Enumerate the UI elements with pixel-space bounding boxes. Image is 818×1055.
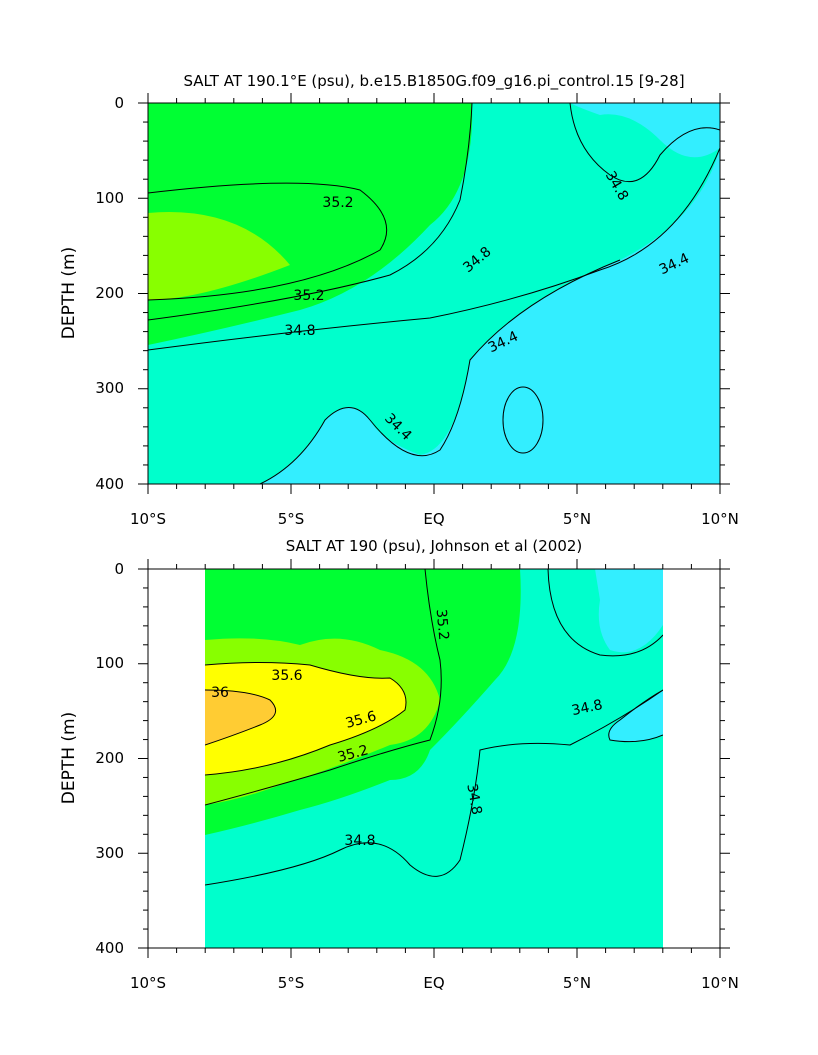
- fill-band-34-6-upper: [570, 103, 720, 158]
- contour-line-34-4-deep: [259, 259, 621, 484]
- contour-line-35-2: [205, 569, 442, 806]
- contour-line-34-8-north: [569, 103, 720, 183]
- contour-label: 36: [211, 685, 229, 701]
- panel-2-y-axis-label: DEPTH (m): [59, 712, 79, 804]
- contour-label: 34.8: [463, 783, 484, 816]
- panel-2-contour-labels: 35.2 35.6 36 35.6 35.2 34.8 34.8 34.8: [211, 608, 604, 849]
- y-tick-label: 300: [95, 844, 124, 862]
- panel-2-y-ticks: 0 100 200 300 400: [95, 560, 124, 957]
- y-tick-label: 100: [95, 654, 124, 672]
- x-tick-label: 10°N: [701, 510, 739, 528]
- panel-2-title: SALT AT 190 (psu), Johnson et al (2002): [286, 537, 583, 555]
- contour-line-35-6: [205, 662, 407, 776]
- contour-line-35-2: [148, 182, 388, 301]
- panel-1-y-axis-label: DEPTH (m): [59, 247, 79, 339]
- x-tick-label: EQ: [423, 510, 444, 528]
- x-tick-label: 10°N: [701, 974, 739, 992]
- contour-line-34-8-north: [547, 569, 663, 657]
- contour-label: 35.2: [336, 742, 370, 766]
- contour-label: 35.2: [293, 288, 324, 304]
- y-tick-label: 200: [95, 749, 124, 767]
- fill-band-35-6: [205, 662, 406, 775]
- panel-2-x-ticks: 10°S 5°S EQ 5°N 10°N: [130, 974, 739, 992]
- x-tick-label: 5°S: [278, 510, 305, 528]
- contour-line-34-8: [148, 103, 473, 321]
- contour-label: 35.6: [344, 708, 378, 732]
- contour-label: 34.8: [570, 697, 604, 719]
- panel-1-tick-marks: [138, 93, 730, 494]
- panel-2-tick-marks: [138, 559, 730, 958]
- fill-band-34-4-north: [595, 569, 663, 742]
- y-tick-label: 0: [114, 560, 124, 578]
- contour-label: 35.6: [271, 668, 302, 684]
- fill-band-36: [205, 690, 276, 745]
- y-tick-label: 400: [95, 475, 124, 493]
- y-tick-label: 100: [95, 189, 124, 207]
- x-tick-label: EQ: [423, 974, 444, 992]
- contour-line-36: [205, 689, 277, 746]
- y-tick-label: 300: [95, 379, 124, 397]
- panel-1-contour-field: [148, 103, 720, 484]
- contour-closed-34-4: [502, 386, 544, 454]
- x-tick-label: 5°N: [563, 974, 591, 992]
- panel-observations: SALT AT 190 (psu), Johnson et al (2002) …: [59, 537, 739, 992]
- contour-label: 34.8: [344, 833, 375, 849]
- panel-model: SALT AT 190.1°E (psu), b.e15.B1850G.f09_…: [59, 72, 739, 528]
- panel-1-y-ticks: 0 100 200 300 400: [95, 94, 124, 493]
- panel-1-title: SALT AT 190.1°E (psu), b.e15.B1850G.f09_…: [183, 72, 684, 91]
- x-tick-label: 5°S: [278, 974, 305, 992]
- panel-2-contour-field: [205, 569, 663, 948]
- y-tick-label: 400: [95, 939, 124, 957]
- fill-band-35-4: [148, 212, 290, 300]
- y-tick-label: 200: [95, 284, 124, 302]
- contour-line-34-4-north: [608, 689, 663, 743]
- y-tick-label: 0: [114, 94, 124, 112]
- contour-label: 35.2: [433, 608, 452, 640]
- contour-label: 34.8: [284, 323, 315, 339]
- contour-label: 35.2: [322, 195, 353, 211]
- contour-line-34-4: [148, 147, 720, 351]
- x-tick-label: 5°N: [563, 510, 591, 528]
- panel-1-x-ticks: 10°S 5°S EQ 5°N 10°N: [130, 510, 739, 528]
- x-tick-label: 10°S: [130, 974, 166, 992]
- contour-line-34-8: [205, 689, 663, 886]
- x-tick-label: 10°S: [130, 510, 166, 528]
